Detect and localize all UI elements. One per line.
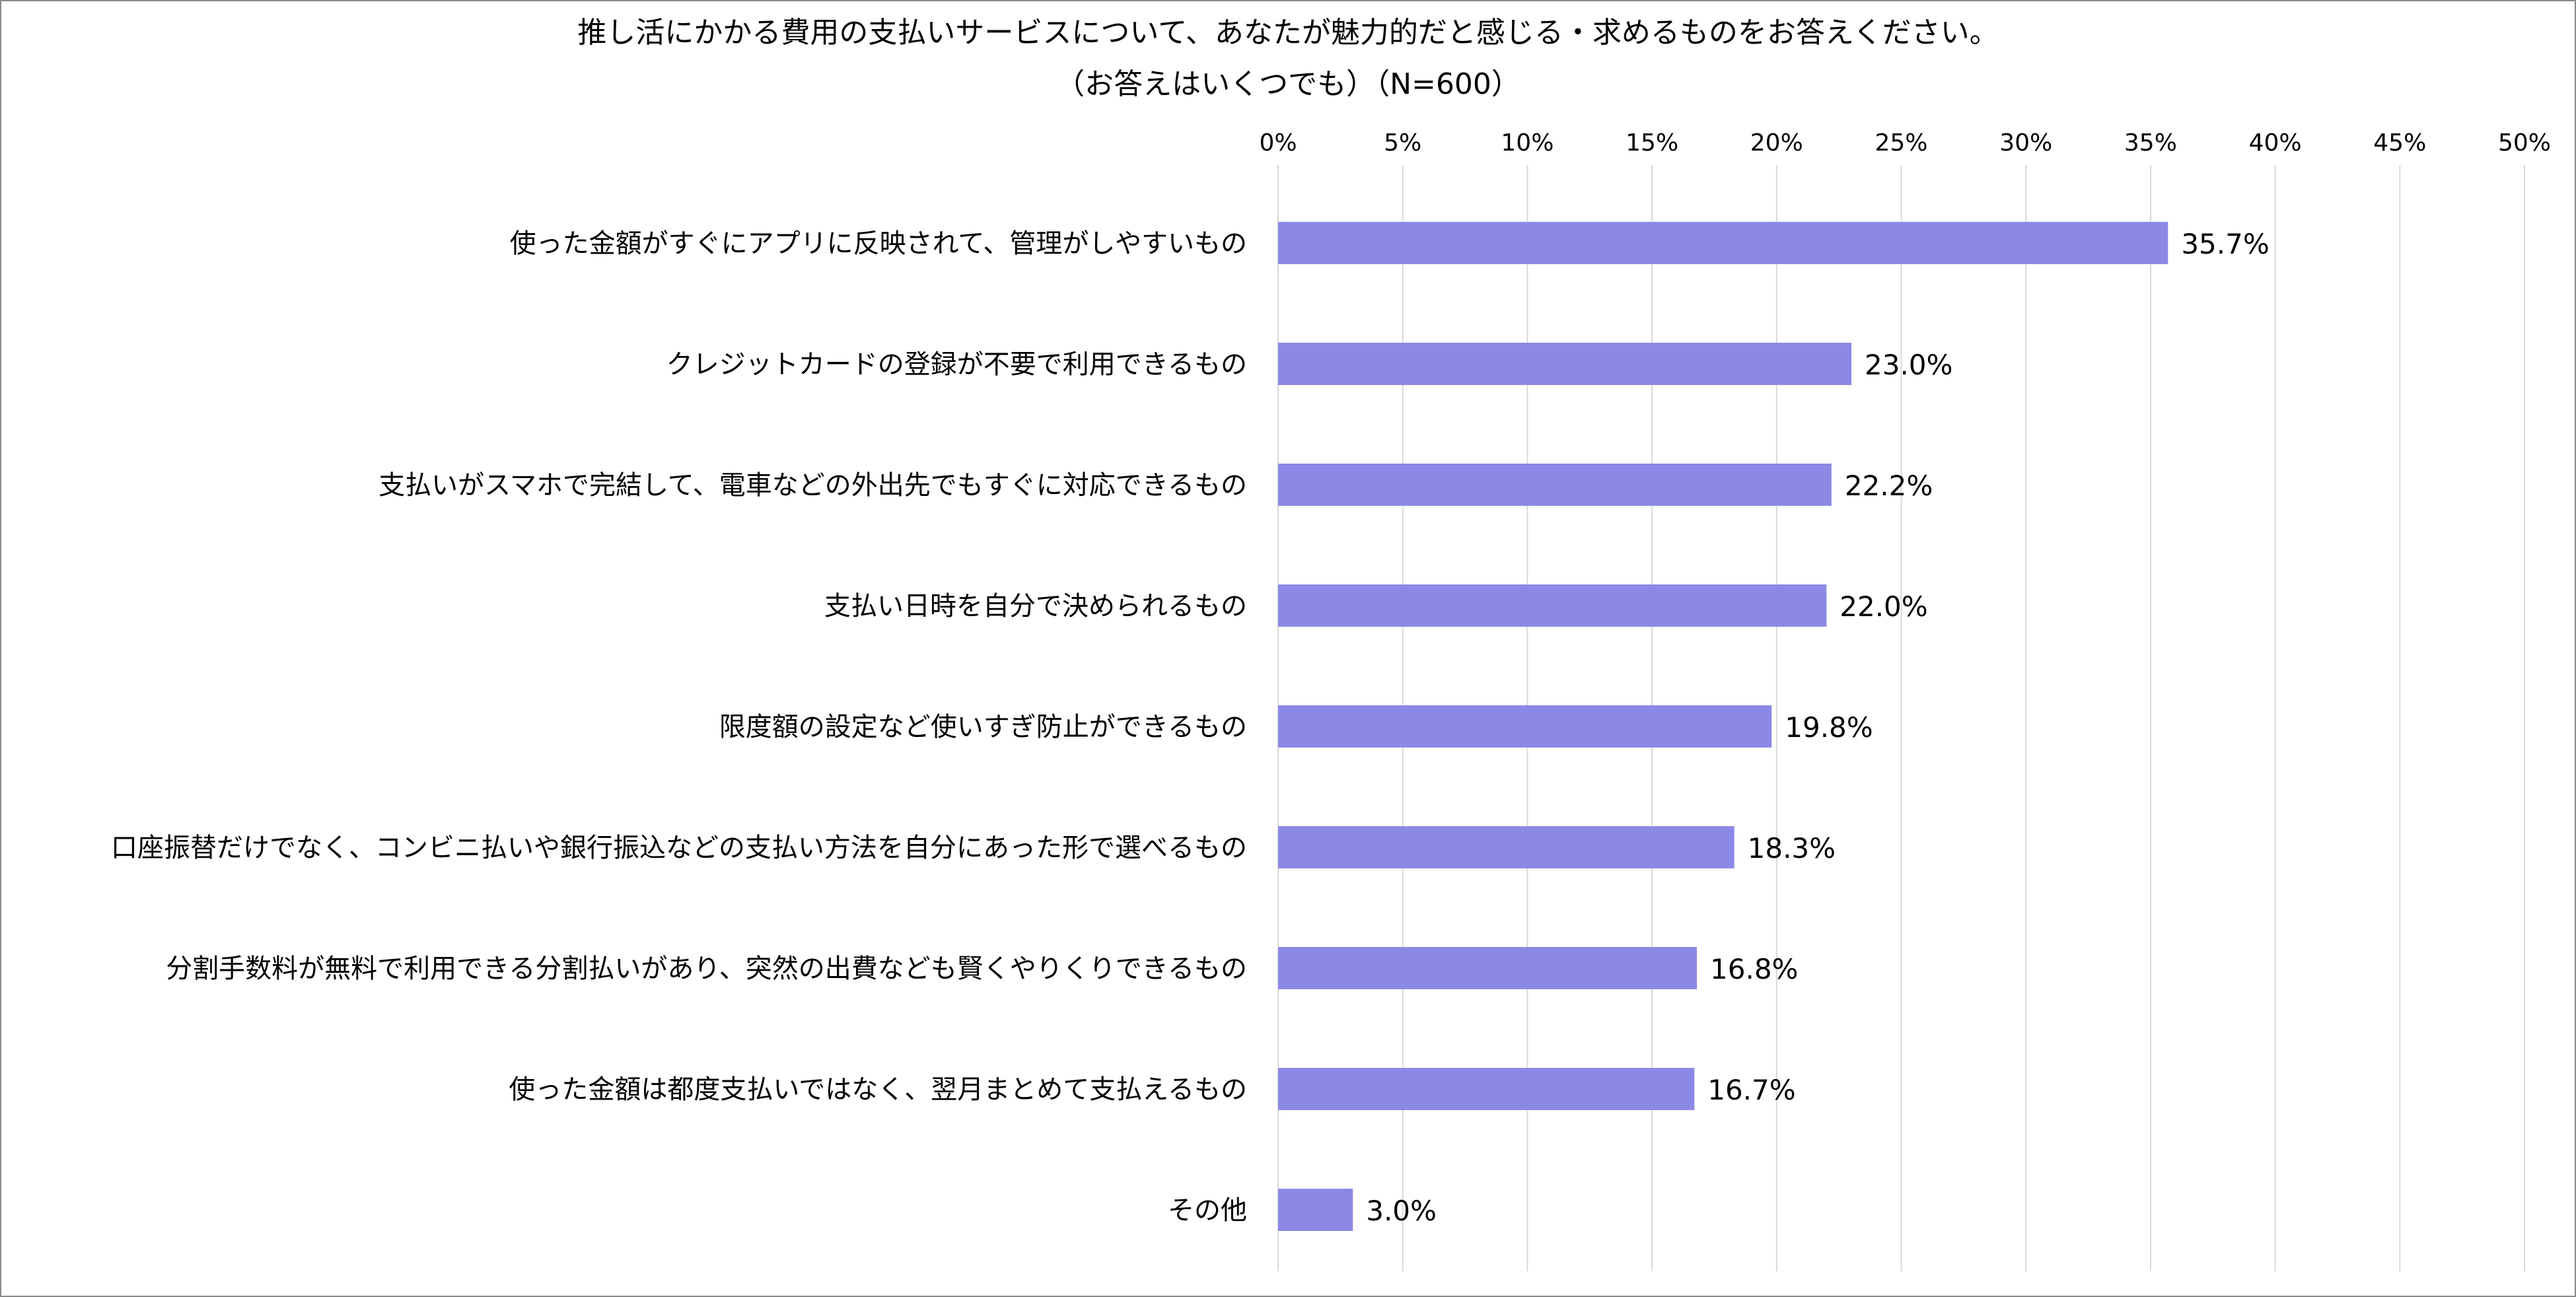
- x-tick-label: 5%: [1384, 129, 1421, 157]
- data-label: 18.3%: [1748, 832, 1836, 864]
- data-label: 3.0%: [1366, 1195, 1437, 1227]
- bar: [1278, 947, 1698, 989]
- category-label: 限度額の設定など使いすぎ防止ができるもの: [719, 712, 1247, 742]
- category-label: 口座振替だけでなく、コンビニ払いや銀行振込などの支払い方法を自分にあった形で選べ…: [111, 833, 1247, 863]
- bar: [1278, 1189, 1353, 1231]
- x-tick-label: 45%: [2373, 129, 2426, 157]
- data-label: 22.2%: [1845, 470, 1933, 502]
- data-labels: 35.7% 23.0% 22.2% 22.0% 19.8% 18.3% 16.8% 16.7%…: [1366, 228, 2270, 1227]
- bar: [1278, 222, 2168, 264]
- x-tick-label: 0%: [1259, 129, 1297, 157]
- category-label: 支払いがスマホで完結して、電車などの外出先でもすぐに対応できるもの: [378, 470, 1247, 501]
- chart-title: 推し活にかかる費用の支払いサービスについて、あなたが魅力的だと感じる・求めるもの…: [577, 16, 1999, 50]
- x-axis-ticks: 0% 5% 10% 15% 20% 25% 30% 35% 40% 45% 50%: [1259, 129, 2551, 157]
- x-tick-label: 15%: [1626, 129, 1678, 157]
- data-label: 19.8%: [1785, 711, 1873, 744]
- bars: [1278, 222, 2168, 1231]
- data-label: 22.0%: [1840, 590, 1927, 623]
- category-label: 分割手数料が無料で利用できる分割払いがあり、突然の出費なども賢くやりくりできるも…: [166, 954, 1247, 984]
- category-labels: 使った金額がすぐにアプリに反映されて、管理がしやすいものクレジットカードの登録が…: [111, 228, 1247, 1226]
- x-tick-label: 50%: [2498, 129, 2551, 157]
- data-label: 16.8%: [1710, 953, 1798, 985]
- chart-subtitle: （お答えはいくつでも）（N=600）: [1055, 67, 1521, 101]
- x-tick-label: 25%: [1875, 129, 1927, 157]
- bar: [1278, 343, 1852, 385]
- category-label: その他: [1168, 1195, 1247, 1226]
- x-tick-label: 20%: [1750, 129, 1803, 157]
- x-tick-label: 10%: [1501, 129, 1554, 157]
- category-label: クレジットカードの登録が不要で利用できるもの: [666, 349, 1247, 380]
- bar: [1278, 584, 1827, 627]
- category-label: 使った金額がすぐにアプリに反映されて、管理がしやすいもの: [510, 228, 1247, 259]
- data-label: 23.0%: [1865, 349, 1952, 381]
- bar: [1278, 464, 1832, 506]
- x-tick-label: 30%: [1999, 129, 2052, 157]
- category-label: 使った金額は都度支払いではなく、翌月まとめて支払えるもの: [509, 1074, 1247, 1105]
- bar: [1278, 1068, 1695, 1110]
- bar: [1278, 705, 1772, 748]
- bar: [1278, 826, 1735, 868]
- x-tick-label: 40%: [2249, 129, 2302, 157]
- data-label: 35.7%: [2181, 228, 2269, 260]
- data-label: 16.7%: [1707, 1074, 1795, 1106]
- x-tick-label: 35%: [2124, 129, 2177, 157]
- category-label: 支払い日時を自分で決められるもの: [824, 591, 1247, 621]
